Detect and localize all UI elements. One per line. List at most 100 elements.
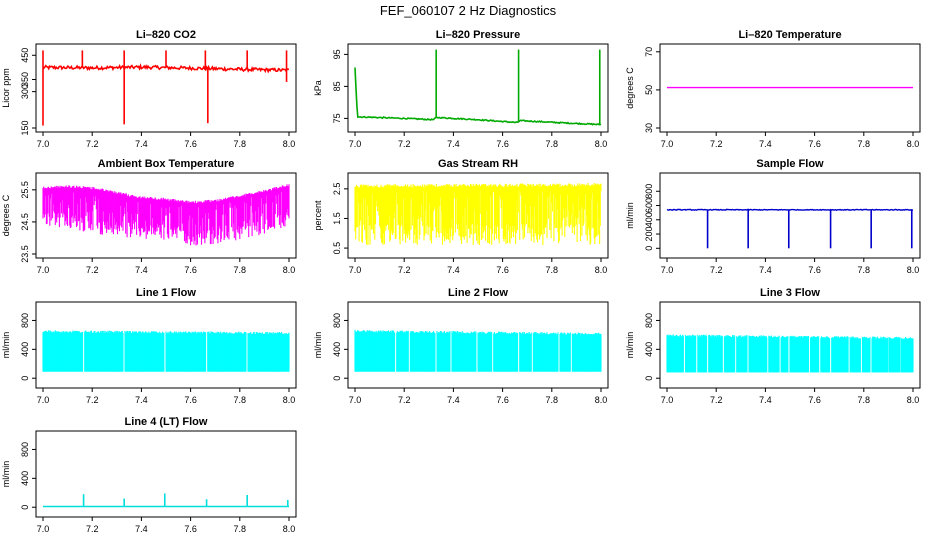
x-tick-label: 7.0	[37, 524, 50, 534]
data-layer	[43, 493, 289, 508]
chart-panel-rh: Gas Stream RH percent 0.5 1.5 2.5 7.0 7.2 7.4 7.…	[313, 158, 609, 275]
plot-frame	[659, 301, 921, 389]
y-tick-label: 50	[644, 85, 654, 95]
x-tick-label: 7.4	[135, 139, 148, 149]
chart-title: Gas Stream RH	[438, 158, 518, 170]
plot-frame	[35, 301, 297, 389]
x-tick-label: 7.6	[496, 265, 509, 275]
y-tick-label: 25.5	[20, 181, 30, 199]
y-tick-label: 1.5	[332, 212, 342, 225]
x-tick-label: 7.2	[710, 139, 723, 149]
chart-panel-line3: Line 3 Flow ml/min 0 400 800 7.0 7.2 7.4 7.6 7.8 8…	[625, 287, 921, 405]
data-layer	[354, 183, 602, 246]
y-axis-label: ml/min	[625, 202, 635, 229]
y-tick-label: 95	[332, 49, 342, 59]
x-tick-label: 7.8	[858, 395, 871, 405]
y-tick-label: 2.5	[332, 183, 342, 196]
y-tick-label: 400	[644, 212, 654, 227]
chart-title: Line 2 Flow	[448, 287, 508, 299]
x-tick-label: 7.6	[184, 139, 197, 149]
x-tick-label: 7.8	[234, 395, 247, 405]
y-tick-label: 400	[20, 342, 30, 357]
chart-panel-pressure: Li–820 Pressure kPa 75 85 95 7.0 7.2 7.4 7.6 7.8 8…	[313, 29, 609, 149]
y-tick-label: 0.5	[332, 242, 342, 255]
x-tick-label: 7.4	[447, 139, 460, 149]
plot-frame	[347, 301, 609, 389]
y-axis-label: degrees C	[625, 67, 635, 109]
x-tick-label: 7.0	[349, 139, 362, 149]
y-tick-label: 400	[20, 471, 30, 486]
data-layer	[354, 329, 602, 372]
x-tick-label: 7.0	[37, 395, 50, 405]
x-tick-label: 8.0	[595, 395, 608, 405]
y-tick-label: 800	[644, 184, 654, 199]
x-tick-label: 7.0	[661, 395, 674, 405]
y-tick-label: 70	[644, 47, 654, 57]
y-tick-label: 30	[644, 123, 654, 133]
x-tick-label: 8.0	[595, 139, 608, 149]
series-line	[354, 67, 602, 126]
x-tick-label: 7.6	[184, 265, 197, 275]
x-tick-label: 8.0	[283, 395, 296, 405]
y-tick-label: 85	[332, 81, 342, 91]
y-tick-label: 800	[644, 313, 654, 328]
x-tick-label: 8.0	[283, 139, 296, 149]
y-tick-label: 0	[20, 505, 30, 510]
y-tick-label: 800	[20, 442, 30, 457]
series-line	[666, 208, 914, 212]
y-tick-label: 24.5	[20, 213, 30, 231]
chart-title: Li–820 Pressure	[436, 29, 520, 41]
y-tick-label: 0	[332, 376, 342, 381]
x-tick-label: 7.0	[349, 265, 362, 275]
data-layer	[666, 334, 914, 373]
plot-frame	[35, 172, 297, 259]
x-tick-label: 7.6	[808, 395, 821, 405]
chart-title: Ambient Box Temperature	[98, 158, 235, 170]
y-tick-label: 300	[20, 84, 30, 99]
x-tick-label: 7.2	[398, 265, 411, 275]
x-tick-label: 7.2	[86, 524, 99, 534]
chart-title: Li–820 CO2	[136, 29, 196, 41]
y-tick-label: 150	[20, 120, 30, 135]
y-tick-label: 23.5	[20, 245, 30, 263]
x-tick-label: 7.2	[398, 395, 411, 405]
x-tick-label: 7.4	[135, 265, 148, 275]
y-tick-label: 0	[644, 246, 654, 251]
data-layer	[42, 330, 290, 372]
chart-title: Line 3 Flow	[760, 287, 820, 299]
x-tick-label: 7.8	[234, 265, 247, 275]
x-tick-label: 7.8	[234, 524, 247, 534]
y-tick-label: 800	[332, 313, 342, 328]
y-axis-label: percent	[313, 200, 323, 231]
y-tick-label: 450	[20, 48, 30, 63]
x-tick-label: 7.2	[86, 265, 99, 275]
x-tick-label: 7.4	[135, 395, 148, 405]
data-layer	[42, 50, 290, 126]
x-tick-label: 7.8	[234, 139, 247, 149]
x-tick-label: 8.0	[283, 265, 296, 275]
x-tick-label: 7.6	[184, 395, 197, 405]
y-tick-label: 200	[644, 227, 654, 242]
x-tick-label: 8.0	[283, 524, 296, 534]
y-axis-label: Licor ppm	[1, 68, 11, 108]
chart-panel-ambient: Ambient Box Temperature degrees C 23.5 24.5…	[1, 158, 297, 275]
x-tick-label: 7.8	[546, 139, 559, 149]
x-tick-label: 7.4	[447, 395, 460, 405]
plot-frame	[659, 43, 921, 133]
plot-frame	[35, 430, 297, 518]
y-tick-label: 800	[20, 313, 30, 328]
x-tick-label: 8.0	[907, 139, 920, 149]
x-tick-label: 7.4	[759, 395, 772, 405]
data-layer	[666, 208, 914, 249]
y-tick-label: 0	[20, 376, 30, 381]
page-title: FEF_060107 2 Hz Diagnostics	[380, 3, 557, 18]
x-tick-label: 7.0	[349, 395, 362, 405]
x-tick-label: 7.4	[759, 139, 772, 149]
chart-panel-line4: Line 4 (LT) Flow ml/min 0 400 800 7.0 7.2 7.4 7.…	[1, 416, 297, 534]
x-tick-label: 7.2	[398, 139, 411, 149]
y-tick-label: 75	[332, 113, 342, 123]
chart-panel-temp: Li–820 Temperature degrees C 30 50 70 7.0 7.2 7…	[625, 29, 921, 149]
